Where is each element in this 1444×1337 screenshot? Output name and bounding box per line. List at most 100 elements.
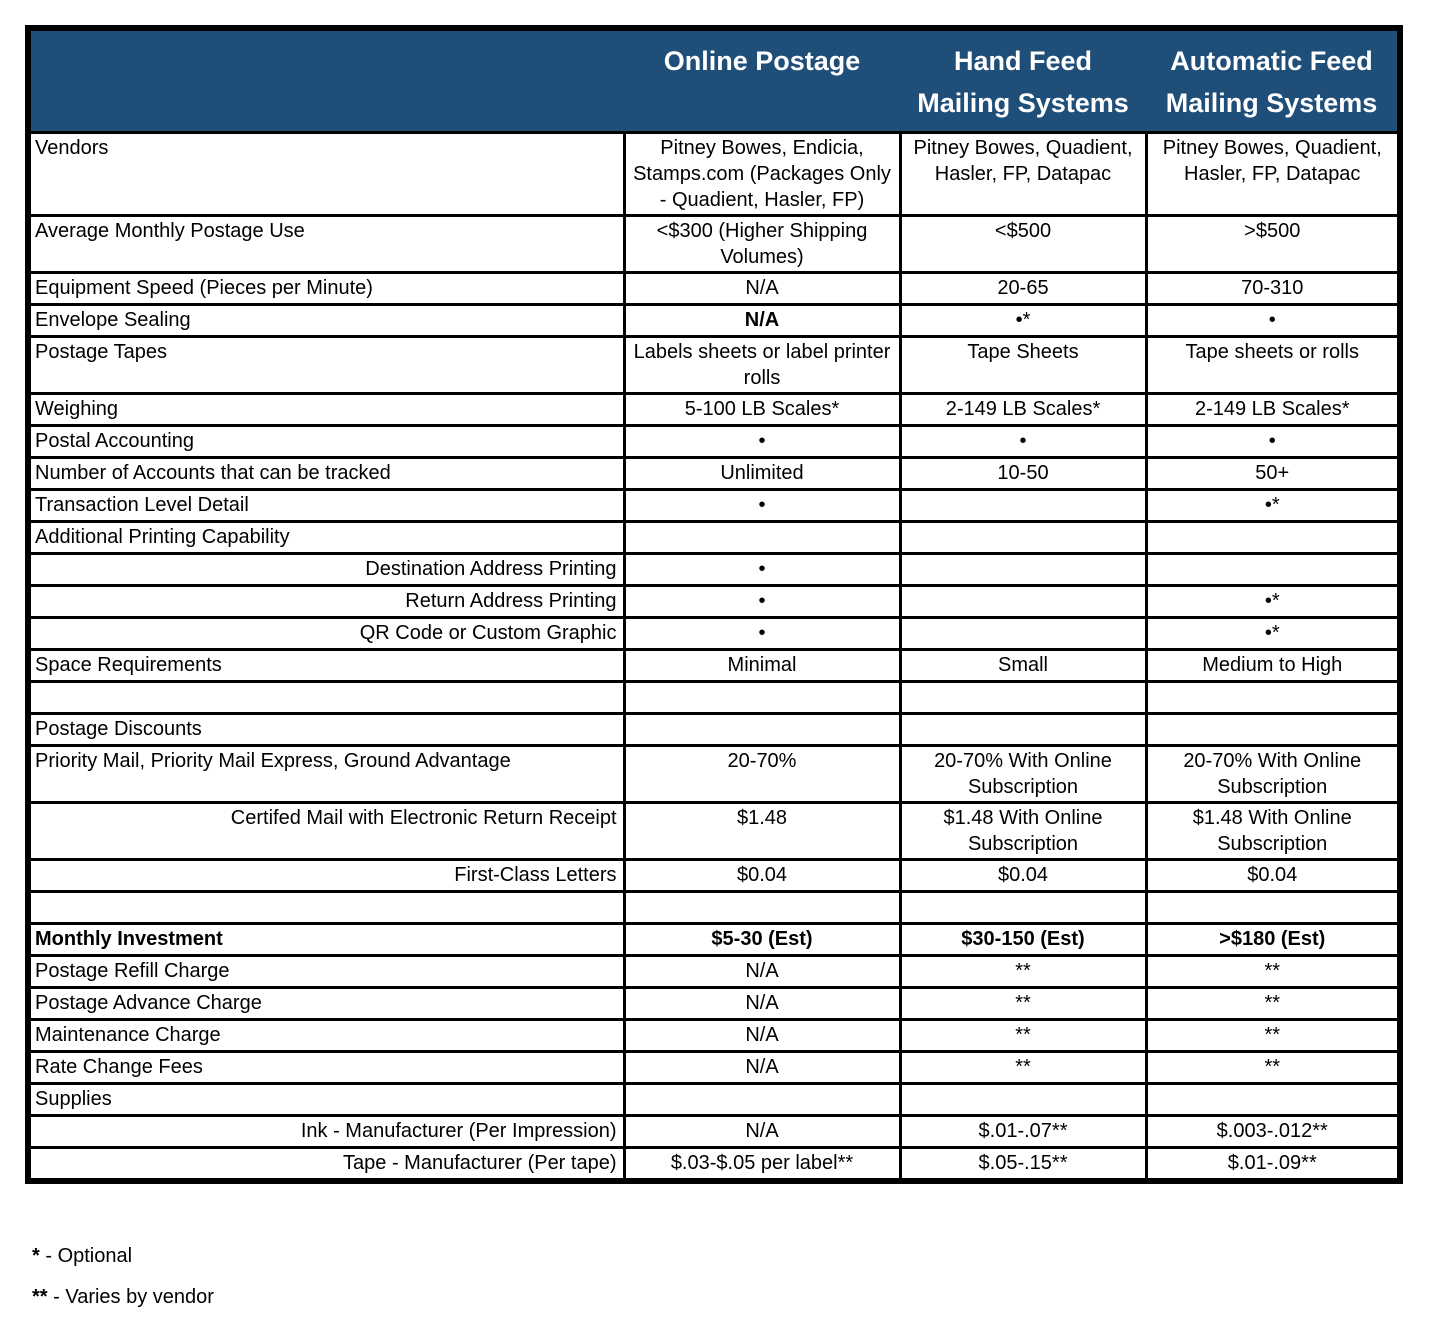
value-cell: N/A: [622, 270, 902, 306]
row-label-cell: Rate Change Fees: [26, 1049, 626, 1085]
value-cell: [898, 487, 1148, 523]
value-cell: **: [1144, 1017, 1402, 1053]
value-cell: [898, 583, 1148, 619]
row-label-cell: Monthly Investment: [26, 921, 626, 957]
row-label-cell: Postal Accounting: [26, 423, 626, 459]
row-label-cell: Additional Printing Capability: [26, 519, 626, 555]
value-cell: $0.04: [898, 857, 1148, 893]
value-cell: [898, 889, 1148, 925]
table-row: Envelope Sealing N/A •* •: [26, 302, 1402, 338]
value-cell: $0.04: [622, 857, 902, 893]
row-label-cell: Vendors: [26, 130, 626, 217]
value-cell: 2-149 LB Scales*: [898, 391, 1148, 427]
row-label-cell: Tape - Manufacturer (Per tape): [26, 1145, 626, 1182]
table-row: QR Code or Custom Graphic • •*: [26, 615, 1402, 651]
value-cell: $.03-$.05 per label**: [622, 1145, 902, 1182]
row-label-cell: Space Requirements: [26, 647, 626, 683]
row-label-cell: Transaction Level Detail: [26, 487, 626, 523]
value-cell: 20-70% With Online Subscription: [1144, 743, 1402, 804]
row-label-cell: Equipment Speed (Pieces per Minute): [26, 270, 626, 306]
value-cell: [1144, 889, 1402, 925]
value-cell: Medium to High: [1144, 647, 1402, 683]
value-cell: •: [622, 583, 902, 619]
row-label-cell: First-Class Letters: [26, 857, 626, 893]
value-cell: Pitney Bowes, Endicia, Stamps.com (Packa…: [622, 130, 902, 217]
row-label-cell: Weighing: [26, 391, 626, 427]
row-label-cell: Postage Discounts: [26, 711, 626, 747]
header-corner-cell: [28, 28, 624, 132]
value-cell: N/A: [622, 1049, 902, 1085]
value-cell: 70-310: [1144, 270, 1402, 306]
header-row: Online Postage Hand Feed Mailing Systems…: [28, 28, 1400, 132]
value-cell: [1144, 1081, 1402, 1117]
column-header-hand-feed: Hand Feed Mailing Systems: [900, 28, 1146, 132]
row-label-cell: Destination Address Printing: [26, 551, 626, 587]
row-label-cell: Postage Advance Charge: [26, 985, 626, 1021]
table-row: Priority Mail, Priority Mail Express, Gr…: [26, 743, 1402, 804]
footnotes: * - Optional ** - Varies by vendor: [32, 1243, 214, 1325]
value-cell: Labels sheets or label printer rolls: [622, 334, 902, 395]
row-label-cell: Certifed Mail with Electronic Return Rec…: [26, 800, 626, 861]
value-cell: >$180 (Est): [1144, 921, 1402, 957]
row-label-cell: Number of Accounts that can be tracked: [26, 455, 626, 491]
value-cell: **: [1144, 1049, 1402, 1085]
comparison-table: Online Postage Hand Feed Mailing Systems…: [25, 25, 1403, 1184]
value-cell: [898, 519, 1148, 555]
value-cell: Minimal: [622, 647, 902, 683]
footnote-optional: * - Optional: [32, 1243, 214, 1269]
value-cell: •: [898, 423, 1148, 459]
table-row: Maintenance Charge N/A ** **: [26, 1017, 1402, 1053]
footnote-marker: **: [32, 1286, 48, 1308]
value-cell: •*: [1144, 583, 1402, 619]
value-cell: •*: [1144, 615, 1402, 651]
column-header-automatic-feed: Automatic Feed Mailing Systems: [1146, 28, 1400, 132]
footnote-marker: *: [32, 1245, 40, 1267]
table-row: Additional Printing Capability: [26, 519, 1402, 555]
value-cell: [1144, 551, 1402, 587]
value-cell: [622, 1081, 902, 1117]
value-cell: $30-150 (Est): [898, 921, 1148, 957]
value-cell: $5-30 (Est): [622, 921, 902, 957]
value-cell: N/A: [622, 1113, 902, 1149]
table-body: Vendors Pitney Bowes, Endicia, Stamps.com…: [26, 130, 1402, 1182]
footnote-varies: ** - Varies by vendor: [32, 1284, 214, 1310]
value-cell: $1.48 With Online Subscription: [898, 800, 1148, 861]
table-row: First-Class Letters $0.04 $0.04 $0.04: [26, 857, 1402, 893]
row-label-cell: QR Code or Custom Graphic: [26, 615, 626, 651]
table-row: Return Address Printing • •*: [26, 583, 1402, 619]
value-cell: [1144, 711, 1402, 747]
value-cell: Small: [898, 647, 1148, 683]
value-cell: [622, 679, 902, 715]
table-row: Postal Accounting • • •: [26, 423, 1402, 459]
table-row: Rate Change Fees N/A ** **: [26, 1049, 1402, 1085]
value-cell: <$300 (Higher Shipping Volumes): [622, 213, 902, 274]
value-cell: **: [1144, 953, 1402, 989]
value-cell: [898, 1081, 1148, 1117]
value-cell: [622, 711, 902, 747]
value-cell: 2-149 LB Scales*: [1144, 391, 1402, 427]
table-row: Postage Refill Charge N/A ** **: [26, 953, 1402, 989]
value-cell: **: [898, 953, 1148, 989]
value-cell: •: [1144, 302, 1402, 338]
value-cell: [1144, 679, 1402, 715]
row-label-cell: Envelope Sealing: [26, 302, 626, 338]
value-cell: 50+: [1144, 455, 1402, 491]
table-row: Destination Address Printing •: [26, 551, 1402, 587]
value-cell: [622, 519, 902, 555]
value-cell: •: [1144, 423, 1402, 459]
value-cell: **: [898, 1017, 1148, 1053]
value-cell: 5-100 LB Scales*: [622, 391, 902, 427]
table-row: Monthly Investment $5-30 (Est) $30-150 (Es…: [26, 921, 1402, 957]
value-cell: •*: [1144, 487, 1402, 523]
table-row: Ink - Manufacturer (Per Impression) N/A $.…: [26, 1113, 1402, 1149]
table-row: Transaction Level Detail • •*: [26, 487, 1402, 523]
row-label-cell: Supplies: [26, 1081, 626, 1117]
value-cell: [898, 679, 1148, 715]
row-label-cell: Ink - Manufacturer (Per Impression): [26, 1113, 626, 1149]
value-cell: 10-50: [898, 455, 1148, 491]
value-cell: Pitney Bowes, Quadient, Hasler, FP, Data…: [898, 130, 1148, 217]
value-cell: $1.48: [622, 800, 902, 861]
value-cell: N/A: [622, 1017, 902, 1053]
value-cell: •*: [898, 302, 1148, 338]
